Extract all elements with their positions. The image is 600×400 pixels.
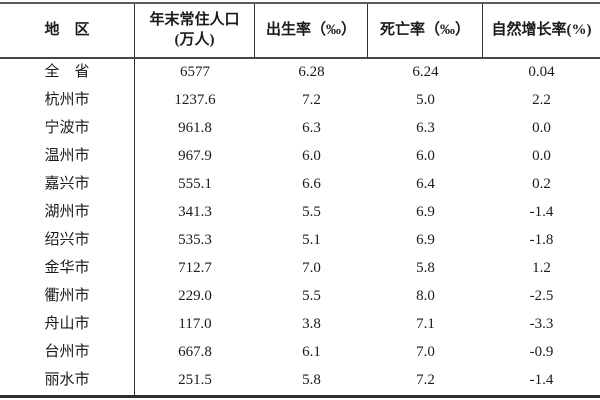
population-cell: 555.1	[178, 176, 212, 193]
birth-rate-cell: 7.0	[302, 260, 321, 277]
birth-rate-cell: 5.1	[302, 232, 321, 249]
growth-rate-cell: 2.2	[532, 92, 551, 109]
birth-rate-cell: 7.2	[302, 92, 321, 109]
death-rate-cell: 8.0	[416, 288, 435, 305]
header-cell-population: 年末常住人口 (万人)	[135, 4, 255, 59]
population-cell: 1237.6	[174, 92, 216, 109]
growth-rate-cell: 1.2	[532, 260, 551, 277]
death-rate-cell: 6.24	[412, 64, 439, 81]
death-rate-cell: 6.9	[416, 232, 435, 249]
region-cell: 台州市	[0, 339, 135, 367]
birth-rate-cell: 6.28	[298, 64, 325, 81]
region-cell: 湖州市	[0, 199, 135, 227]
population-cell: 712.7	[178, 260, 212, 277]
population-cell: 967.9	[178, 148, 212, 165]
header-cell-birth-rate: 出生率（‰）	[255, 4, 368, 59]
population-cell: 341.3	[178, 204, 212, 221]
region-cell: 丽水市	[0, 367, 135, 395]
region-cell: 温州市	[0, 143, 135, 171]
growth-rate-cell: 0.04	[528, 64, 555, 81]
header-cell-death-rate: 死亡率（‰）	[368, 4, 483, 59]
growth-rate-cell: 0.0	[532, 120, 551, 137]
population-cell: 667.8	[178, 344, 212, 361]
death-rate-cell: 6.0	[416, 148, 435, 165]
growth-rate-cell: -1.8	[529, 232, 554, 249]
growth-rate-cell: -1.4	[529, 372, 554, 389]
region-cell: 舟山市	[0, 311, 135, 339]
region-cell: 杭州市	[0, 87, 135, 115]
death-rate-cell: 6.9	[416, 204, 435, 221]
death-rate-cell: 5.0	[416, 92, 435, 109]
region-cell: 宁波市	[0, 115, 135, 143]
growth-rate-cell: -3.3	[529, 316, 554, 333]
birth-rate-cell: 6.1	[302, 344, 321, 361]
region-cell: 嘉兴市	[0, 171, 135, 199]
growth-rate-cell: 0.2	[532, 176, 551, 193]
region-cell: 衢州市	[0, 283, 135, 311]
birth-rate-cell: 5.8	[302, 372, 321, 389]
region-cell: 全 省	[0, 59, 135, 87]
region-cell: 绍兴市	[0, 227, 135, 255]
birth-rate-cell: 6.0	[302, 148, 321, 165]
birth-rate-cell: 5.5	[302, 204, 321, 221]
death-rate-cell: 7.0	[416, 344, 435, 361]
population-cell: 251.5	[178, 372, 212, 389]
population-cell: 117.0	[178, 316, 212, 333]
population-cell: 229.0	[178, 288, 212, 305]
death-rate-cell: 7.2	[416, 372, 435, 389]
growth-rate-cell: 0.0	[532, 148, 551, 165]
population-cell: 6577	[180, 64, 210, 81]
header-cell-growth-rate: 自然增长率(%)	[483, 4, 600, 59]
growth-rate-cell: -2.5	[529, 288, 554, 305]
table-grid: 地 区 年末常住人口 (万人) 出生率（‰） 死亡率（‰） 自然增长率(%) 全…	[0, 4, 600, 395]
birth-rate-cell: 6.3	[302, 120, 321, 137]
death-rate-cell: 7.1	[416, 316, 435, 333]
growth-rate-cell: -0.9	[529, 344, 554, 361]
birth-rate-cell: 5.5	[302, 288, 321, 305]
death-rate-cell: 5.8	[416, 260, 435, 277]
death-rate-cell: 6.4	[416, 176, 435, 193]
header-cell-region: 地 区	[0, 4, 135, 59]
growth-rate-cell: -1.4	[529, 204, 554, 221]
death-rate-cell: 6.3	[416, 120, 435, 137]
birth-rate-cell: 3.8	[302, 316, 321, 333]
population-cell: 535.3	[178, 232, 212, 249]
birth-rate-cell: 6.6	[302, 176, 321, 193]
population-cell: 961.8	[178, 120, 212, 137]
region-cell: 金华市	[0, 255, 135, 283]
